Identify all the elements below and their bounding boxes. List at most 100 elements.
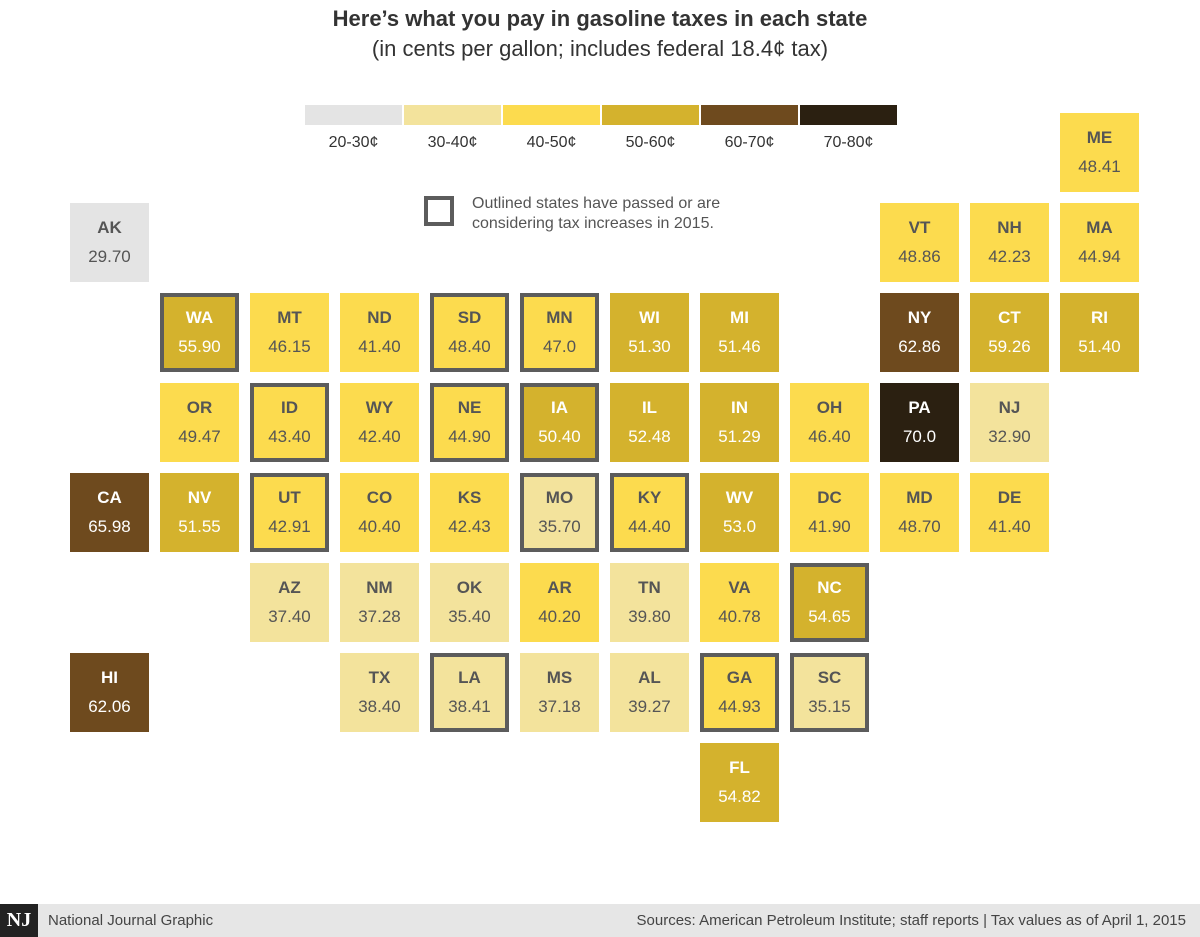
state-abbr: KY [637,488,662,507]
state-abbr: CT [998,308,1021,327]
legend-label-4: 60-70¢ [724,134,775,151]
state-tax-value: 32.90 [988,427,1031,446]
state-tax-value: 46.15 [268,337,311,356]
chart-title: Here’s what you pay in gasoline taxes in… [332,6,868,31]
state-tax-value: 37.40 [268,607,311,626]
state-tile-mi: MI 51.46 [700,293,779,372]
state-tax-value: 43.40 [268,427,311,446]
state-abbr: AL [638,668,661,687]
state-tile-or: OR 49.47 [160,383,239,462]
state-tile-ms: MS 37.18 [520,653,599,732]
state-abbr: AZ [278,578,301,597]
state-tile-de: DE 41.40 [970,473,1049,552]
state-tile-il: IL 52.48 [610,383,689,462]
state-abbr: SC [817,668,842,687]
state-tax-value: 39.80 [628,607,671,626]
state-tax-value: 35.15 [808,697,851,716]
state-tile-ct: CT 59.26 [970,293,1049,372]
state-abbr: MN [546,308,573,327]
state-abbr: WI [639,308,660,327]
legend-label-1: 30-40¢ [427,134,478,151]
state-tile-tn: TN 39.80 [610,563,689,642]
state-tax-value: 37.18 [538,697,581,716]
state-tax-value: 62.06 [88,697,131,716]
state-tax-value: 51.55 [178,517,221,536]
state-tax-value: 35.40 [448,607,491,626]
state-abbr: NV [187,488,212,507]
state-abbr: VT [908,218,931,237]
state-abbr: NM [366,578,393,597]
state-tax-value: 42.40 [358,427,401,446]
state-tile-fl: FL 54.82 [700,743,779,822]
state-abbr: TN [638,578,661,597]
legend-swatch-0 [305,105,402,125]
state-abbr: WV [725,488,754,507]
state-tile-ga: GA 44.93 [700,653,779,732]
state-tile-ky: KY 44.40 [610,473,689,552]
state-tile-ar: AR 40.20 [520,563,599,642]
state-tax-value: 46.40 [808,427,851,446]
state-tile-mo: MO 35.70 [520,473,599,552]
state-abbr: OR [186,398,213,417]
state-tile-me: ME 48.41 [1060,113,1139,192]
state-tile-az: AZ 37.40 [250,563,329,642]
state-abbr: LA [458,668,481,687]
state-tile-dc: DC 41.90 [790,473,869,552]
state-abbr: FL [729,758,750,777]
state-tax-value: 59.26 [988,337,1031,356]
state-tax-value: 44.94 [1078,247,1121,266]
state-abbr: MD [906,488,933,507]
state-tile-al: AL 39.27 [610,653,689,732]
state-abbr: PA [908,398,931,417]
state-tax-value: 49.47 [178,427,221,446]
state-tax-value: 70.0 [902,427,937,446]
state-abbr: MT [277,308,302,327]
state-tax-value: 37.28 [358,607,401,626]
state-tile-md: MD 48.70 [880,473,959,552]
state-tile-nv: NV 51.55 [160,473,239,552]
nj-logo: NJ [0,904,38,937]
state-tax-value: 51.46 [718,337,761,356]
state-abbr: SD [457,308,482,327]
state-tile-ny: NY 62.86 [880,293,959,372]
state-tile-nh: NH 42.23 [970,203,1049,282]
state-abbr: UT [278,488,301,507]
state-tile-ut: UT 42.91 [250,473,329,552]
state-abbr: AR [547,578,572,597]
legend-label-3: 50-60¢ [625,134,676,151]
footer-bar: NJ National Journal Graphic Sources: Ame… [0,904,1200,937]
state-abbr: CO [366,488,393,507]
state-tax-value: 40.20 [538,607,581,626]
state-tile-wy: WY 42.40 [340,383,419,462]
legend-label-0: 20-30¢ [328,134,379,151]
state-tax-value: 38.41 [448,697,491,716]
state-abbr: ME [1086,128,1113,147]
state-abbr: GA [726,668,753,687]
state-tax-value: 40.40 [358,517,401,536]
state-tax-value: 62.86 [898,337,941,356]
state-tax-value: 41.40 [358,337,401,356]
state-tile-id: ID 43.40 [250,383,329,462]
state-tax-value: 48.86 [898,247,941,266]
state-tile-la: LA 38.41 [430,653,509,732]
state-tile-sd: SD 48.40 [430,293,509,372]
state-tile-hi: HI 62.06 [70,653,149,732]
state-abbr: CA [97,488,122,507]
state-tile-wi: WI 51.30 [610,293,689,372]
state-tax-value: 47.0 [542,337,577,356]
state-abbr: ID [281,398,298,417]
state-tile-ma: MA 44.94 [1060,203,1139,282]
state-abbr: NE [457,398,482,417]
state-tax-value: 54.82 [718,787,761,806]
state-tax-value: 54.65 [808,607,851,626]
legend-swatch-5 [800,105,897,125]
state-tax-value: 51.30 [628,337,671,356]
state-abbr: AK [97,218,122,237]
state-tax-value: 42.23 [988,247,1031,266]
state-abbr: VA [728,578,751,597]
state-tile-vt: VT 48.86 [880,203,959,282]
state-abbr: DE [997,488,1022,507]
legend-swatch-4 [701,105,798,125]
state-tile-in: IN 51.29 [700,383,779,462]
state-abbr: NC [817,578,842,597]
